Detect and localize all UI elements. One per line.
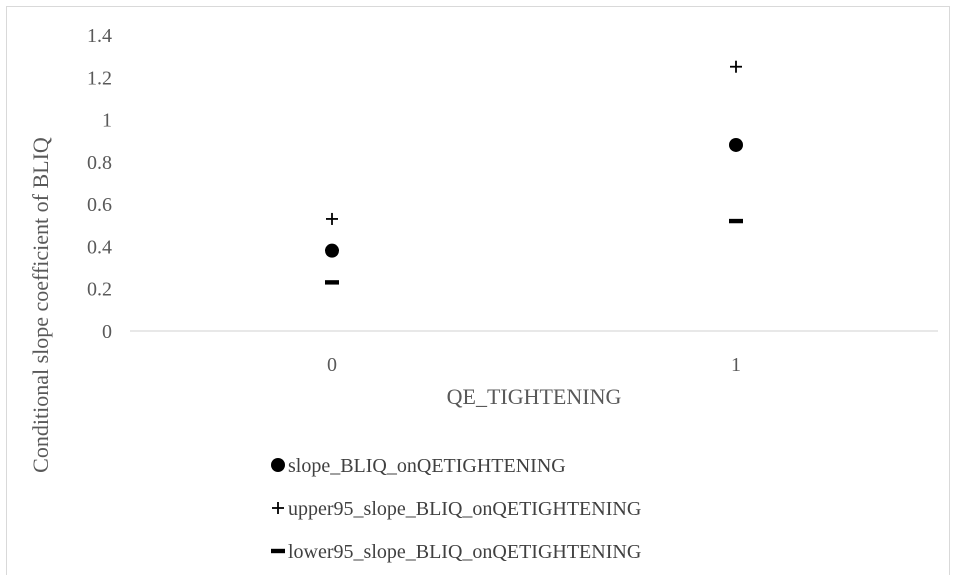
lower95-point xyxy=(325,280,339,285)
circle-marker-icon xyxy=(271,458,285,472)
chart-area xyxy=(6,6,950,575)
y-tick-label: 0.2 xyxy=(87,279,112,301)
y-tick-label: 1.4 xyxy=(87,25,112,47)
y-tick-label: 0.6 xyxy=(87,194,112,216)
legend: slope_BLIQ_onQETIGHTENING upper95_slope_B… xyxy=(271,455,641,563)
slope-point xyxy=(325,243,339,258)
plus-marker-icon xyxy=(272,502,284,514)
lower95-point xyxy=(729,218,743,224)
legend-item: slope_BLIQ_onQETIGHTENING xyxy=(271,455,566,477)
upper95-point xyxy=(730,60,742,73)
data-points xyxy=(325,60,743,285)
legend-item: lower95_slope_BLIQ_onQETIGHTENING xyxy=(271,541,641,563)
x-tick-label: 1 xyxy=(731,354,741,376)
x-tick-label: 0 xyxy=(327,354,337,376)
legend-label: slope_BLIQ_onQETIGHTENING xyxy=(288,455,566,477)
y-tick-label: 0.8 xyxy=(87,152,112,174)
dash-marker-icon xyxy=(271,548,285,554)
slope-point xyxy=(729,137,743,152)
y-tick-label: 0 xyxy=(102,321,112,343)
y-tick-label: 0.4 xyxy=(87,236,112,258)
upper95-point xyxy=(326,212,338,225)
y-axis-title: Conditional slope coefficient of BLIQ xyxy=(28,137,53,473)
y-axis-ticks: 0 0.2 0.4 0.6 0.8 1 1.2 1.4 xyxy=(87,25,112,343)
legend-label: upper95_slope_BLIQ_onQETIGHTENING xyxy=(288,498,641,520)
y-tick-label: 1 xyxy=(102,110,112,132)
x-axis-title: QE_TIGHTENING xyxy=(447,384,622,409)
y-tick-label: 1.2 xyxy=(87,67,112,89)
legend-item: upper95_slope_BLIQ_onQETIGHTENING xyxy=(272,498,641,520)
legend-label: lower95_slope_BLIQ_onQETIGHTENING xyxy=(288,541,641,563)
